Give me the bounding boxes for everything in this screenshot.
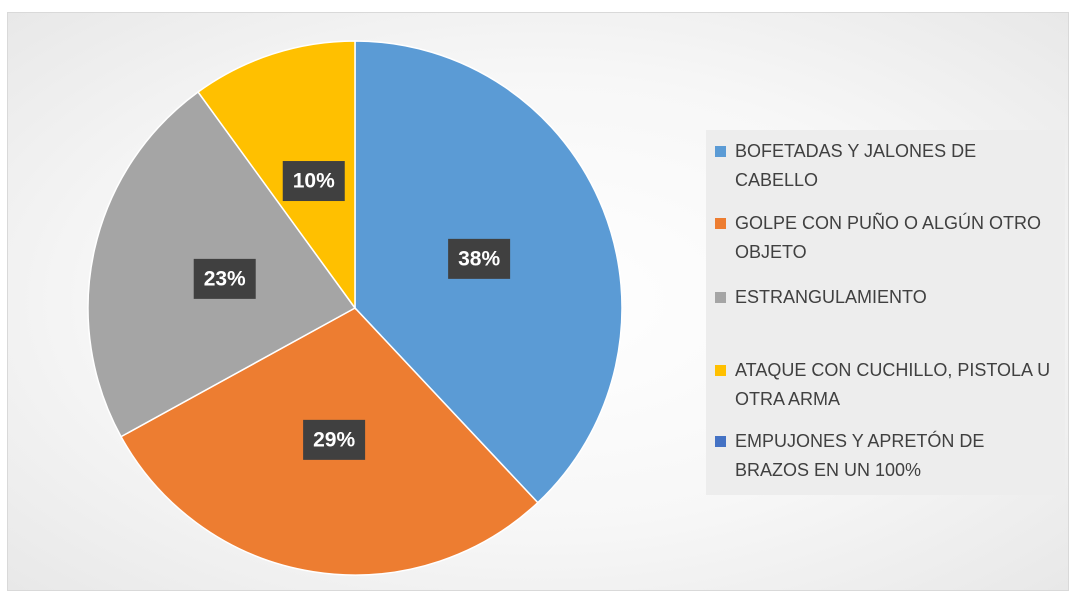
legend-label: BOFETADAS Y JALONES DE CABELLO bbox=[735, 141, 977, 190]
legend-swatch bbox=[715, 146, 726, 157]
legend-label: ATAQUE CON CUCHILLO, PISTOLA U OTRA ARMA bbox=[735, 360, 1051, 409]
data-label-box bbox=[448, 238, 511, 279]
legend-swatch bbox=[715, 292, 726, 303]
legend-swatch bbox=[715, 365, 726, 376]
data-label-box bbox=[282, 161, 345, 202]
legend: BOFETADAS Y JALONES DE CABELLO GOLPE CON … bbox=[706, 130, 1065, 495]
legend-item: EMPUJONES Y APRETÓN DE BRAZOS EN UN 100% bbox=[715, 427, 1060, 485]
data-label: 29% bbox=[313, 428, 355, 451]
data-label: 23% bbox=[204, 267, 246, 290]
data-label-box bbox=[193, 258, 256, 299]
data-label-box bbox=[303, 419, 366, 460]
legend-swatch bbox=[715, 436, 726, 447]
legend-item: ESTRANGULAMIENTO bbox=[715, 283, 1060, 312]
legend-label: GOLPE CON PUÑO O ALGÚN OTRO OBJETO bbox=[735, 213, 1042, 262]
legend-label: ESTRANGULAMIENTO bbox=[735, 287, 927, 307]
data-label: 38% bbox=[458, 247, 500, 270]
legend-item: BOFETADAS Y JALONES DE CABELLO bbox=[715, 137, 1060, 195]
pie-slice bbox=[197, 40, 356, 311]
legend-item: GOLPE CON PUÑO O ALGÚN OTRO OBJETO bbox=[715, 209, 1060, 267]
legend-label: EMPUJONES Y APRETÓN DE BRAZOS EN UN 100% bbox=[735, 431, 985, 480]
legend-item: ATAQUE CON CUCHILLO, PISTOLA U OTRA ARMA bbox=[715, 356, 1060, 414]
legend-swatch bbox=[715, 218, 726, 229]
data-label: 10% bbox=[293, 170, 335, 193]
